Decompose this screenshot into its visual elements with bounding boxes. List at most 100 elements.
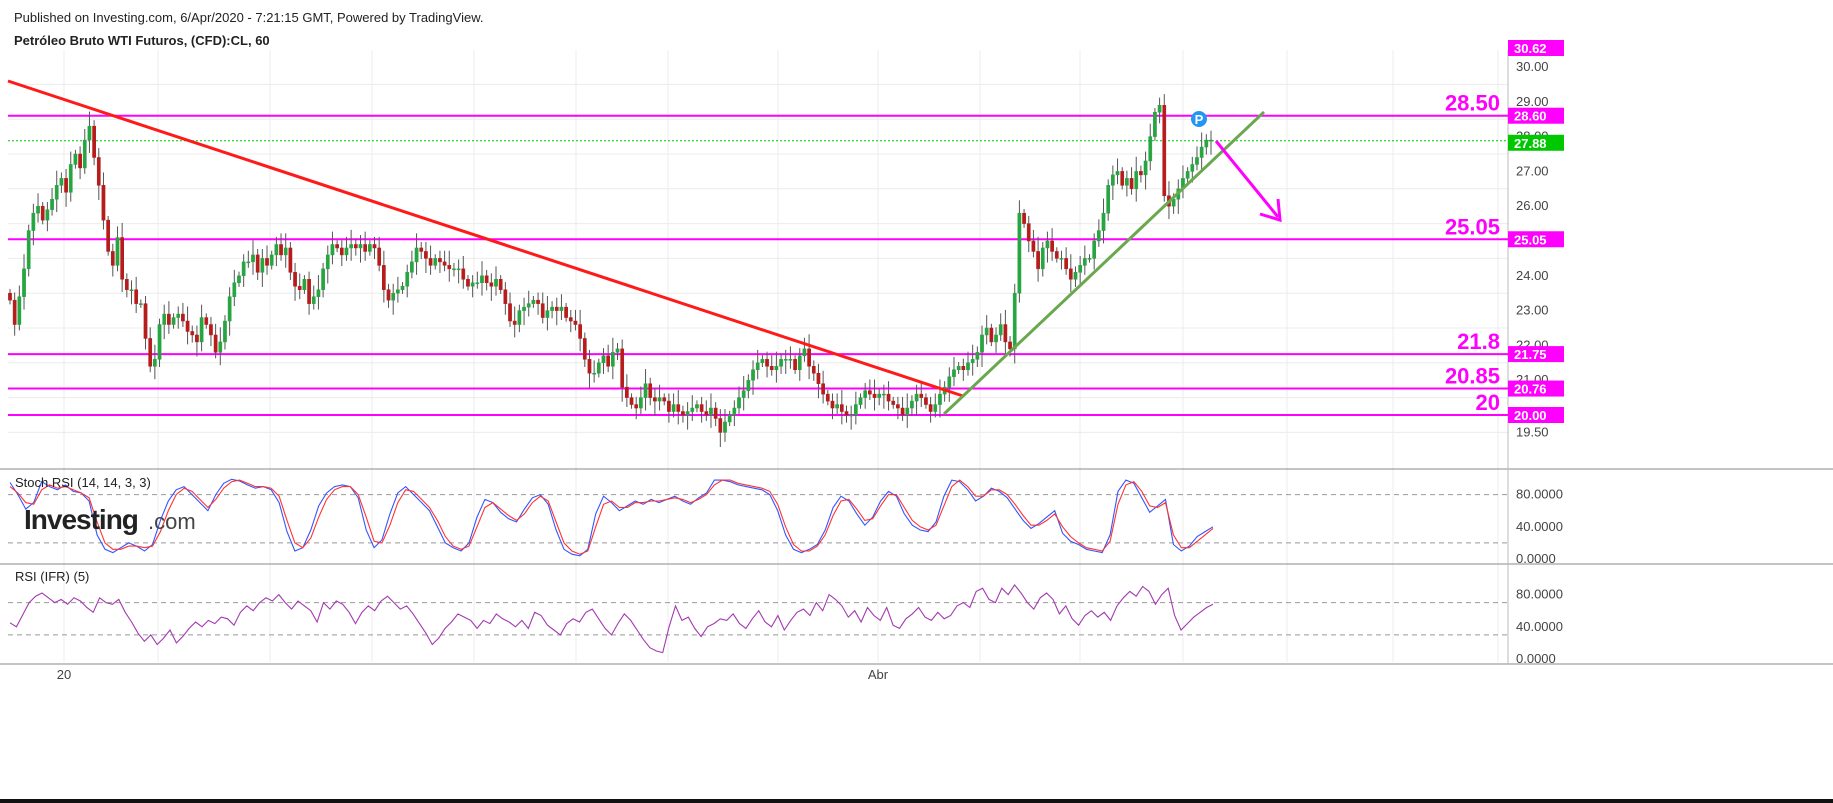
price-tag [1508, 231, 1564, 248]
candle-body [325, 254, 330, 270]
candle-body [568, 317, 573, 322]
candle-body [162, 313, 167, 325]
pane-title: Stoch RSI (14, 14, 3, 3) [15, 475, 151, 490]
candle-body [531, 299, 536, 304]
candle-body [382, 265, 386, 290]
candle-body [657, 397, 662, 402]
candle-body [96, 157, 101, 186]
bottom-border [0, 799, 1833, 803]
candle-body [905, 407, 910, 416]
osc-tick-label: 80.0000 [1516, 587, 1563, 602]
candle-body [167, 313, 171, 325]
candle-body [765, 359, 769, 367]
candle-body [148, 338, 153, 367]
candle-body [396, 289, 400, 294]
candle-body [410, 261, 414, 273]
candle-body [8, 292, 12, 301]
candle-body [980, 334, 984, 353]
candle-body [213, 334, 218, 353]
candle-body [377, 247, 382, 266]
pane-title: RSI (IFR) (5) [15, 569, 89, 584]
candle-body [839, 404, 844, 412]
candle-body [746, 379, 751, 391]
candle-body [783, 359, 788, 361]
candle-body [821, 383, 825, 395]
price-tick-label: 27.00 [1516, 163, 1549, 178]
candle-body [807, 348, 811, 367]
level-label: 25.05 [1445, 214, 1500, 239]
candle-body [92, 125, 96, 158]
candle-body [564, 306, 568, 318]
candle-body [1101, 212, 1106, 231]
level-label: 21.8 [1457, 329, 1500, 354]
candle-body [68, 164, 73, 193]
candle-body [78, 153, 82, 169]
candle-body [639, 397, 643, 409]
candle-body [494, 279, 498, 287]
time-tick-label: Abr [868, 667, 889, 682]
price-tag-text: 28.60 [1514, 109, 1547, 124]
candle-body [695, 404, 699, 409]
candle-body [498, 279, 503, 290]
candle-body [101, 185, 106, 221]
pane-separators [0, 50, 1833, 665]
candle-body [153, 359, 157, 367]
osc-tick-label: 0.0000 [1516, 551, 1556, 566]
candle-body [199, 317, 204, 343]
marker-icon [1191, 111, 1207, 127]
candle-body [1134, 171, 1139, 190]
candle-body [713, 407, 718, 419]
candle-body [124, 279, 129, 290]
candle-body [1068, 268, 1073, 280]
candle-body [938, 393, 942, 405]
candle-body [1162, 105, 1167, 197]
candle-body [924, 397, 928, 405]
published-caption: Published on Investing.com, 6/Apr/2020 -… [14, 10, 484, 25]
price-tag [1508, 134, 1564, 151]
price-tag-text: 20.00 [1514, 408, 1547, 423]
candle-body [877, 393, 882, 398]
candle-body [699, 404, 704, 412]
candle-body [372, 244, 377, 249]
candle-body [596, 362, 601, 374]
candle-body [1073, 272, 1078, 280]
candle-body [1148, 136, 1153, 162]
candle-body [1120, 171, 1125, 186]
candle-body [933, 404, 938, 412]
price-tick-label: 26.00 [1516, 198, 1549, 213]
candle-body [886, 393, 891, 402]
candle-body [835, 404, 839, 409]
price-tick-label: 19.50 [1516, 424, 1549, 439]
candle-body [344, 247, 349, 256]
candle-body [433, 258, 438, 266]
candle-body [554, 306, 559, 311]
candle-body [470, 282, 475, 287]
candle-body [232, 282, 237, 297]
candle-body [592, 372, 596, 375]
candle-body [625, 386, 629, 398]
candle-body [227, 296, 232, 322]
price-tick-label: 29.00 [1516, 94, 1549, 109]
candle-body [559, 306, 564, 311]
candle-body [1054, 251, 1059, 259]
candle-body [1017, 212, 1022, 294]
candle-body [283, 247, 288, 256]
candle-body [1082, 258, 1087, 266]
candle-body [316, 289, 321, 297]
candle-body [129, 289, 134, 291]
candle-body [274, 244, 279, 256]
candle-body [260, 258, 265, 273]
candle-body [858, 397, 863, 405]
candle-body [311, 296, 316, 304]
price-tag-text: 30.62 [1514, 41, 1547, 56]
forecast-arrow-head [1259, 198, 1282, 223]
candle-body [251, 254, 255, 263]
candle-body [1185, 171, 1190, 179]
candle-body [1204, 139, 1209, 148]
candle-body [438, 258, 442, 263]
price-tick-label: 30.00 [1516, 59, 1549, 74]
investing-logo: Investing .com [24, 504, 196, 535]
candle-body [709, 407, 713, 416]
